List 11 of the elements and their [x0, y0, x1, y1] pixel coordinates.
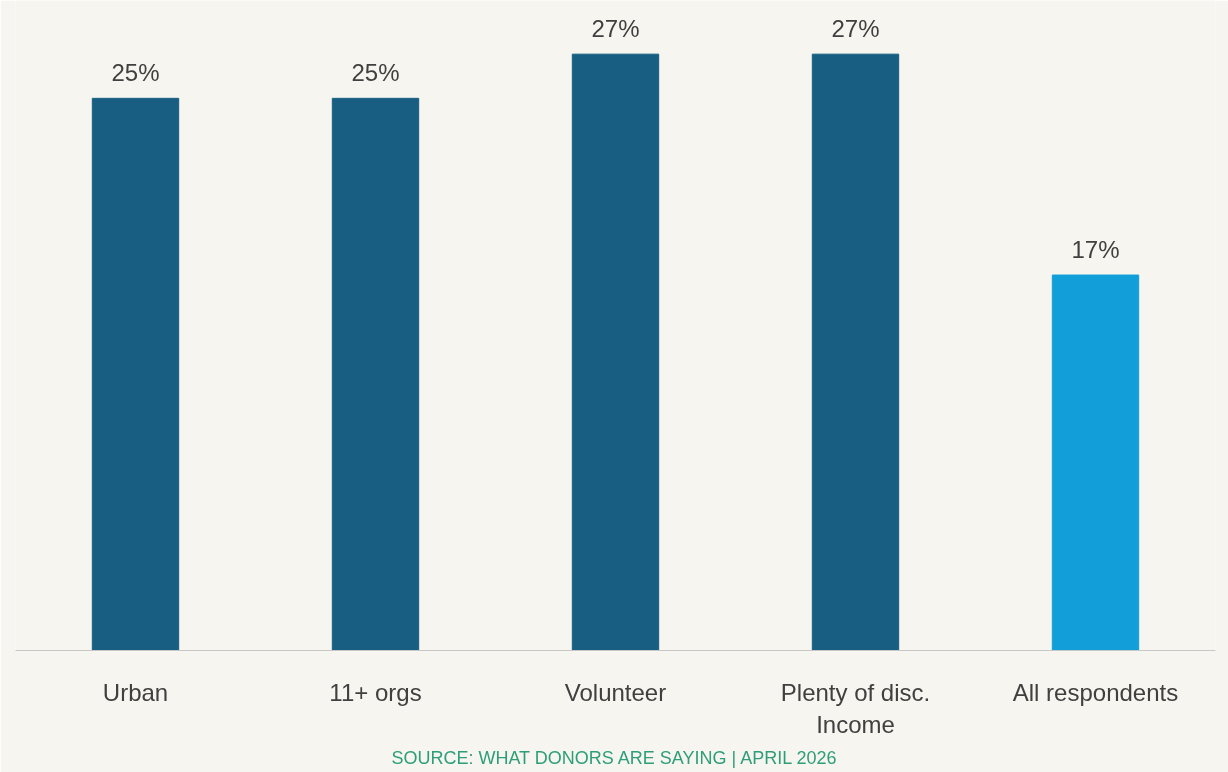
source-note: SOURCE: WHAT DONORS ARE SAYING | APRIL 2026 [391, 747, 837, 768]
x-tick-label: 11+ orgs [329, 678, 422, 706]
data-label: 25% [351, 59, 400, 87]
x-tick-label: Urban [102, 678, 169, 706]
data-label: 27% [831, 15, 880, 43]
x-tick-label: Volunteer [564, 678, 667, 706]
data-label: 25% [111, 59, 160, 87]
x-tick-label: Plenty of disc. Income [780, 678, 931, 738]
x-tick-label: All respondents [1012, 678, 1179, 706]
data-label: 17% [1071, 236, 1120, 264]
data-label: 27% [591, 15, 640, 43]
